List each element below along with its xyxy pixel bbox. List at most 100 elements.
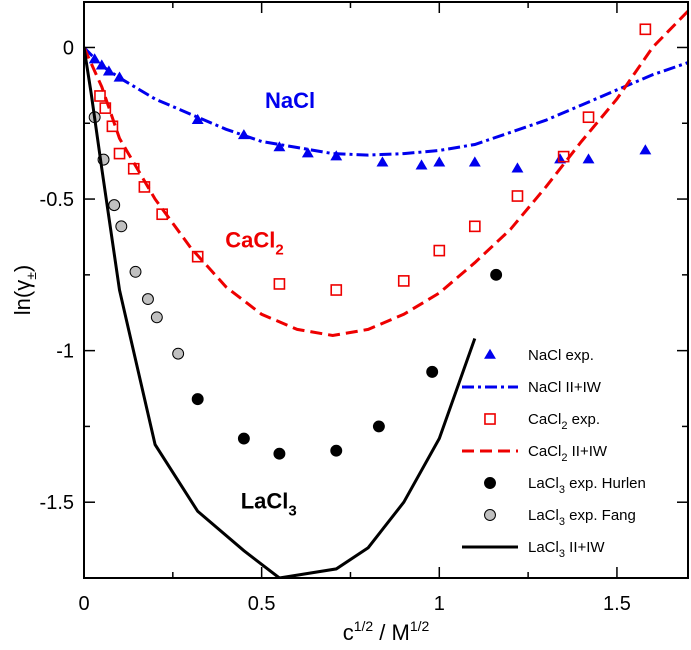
annotation-cacl2: CaCl2 xyxy=(225,228,283,259)
legend-label-base: CaCl xyxy=(528,411,561,428)
legend-swatch-4 xyxy=(484,477,496,489)
series-2-point-10 xyxy=(397,275,410,287)
series-4-point-4 xyxy=(372,420,385,433)
annotation-nacl: NaCl xyxy=(265,88,315,113)
annotation-lacl3: LaCl3 xyxy=(241,488,297,519)
series-1-line xyxy=(84,46,688,157)
series-2-point-8 xyxy=(273,278,286,290)
axis-layer: 0 0.5 1 1.5 0 -0.5 -1 -1.5 xyxy=(40,2,688,615)
series-0-point-8 xyxy=(330,150,343,161)
legend-label-base: LaCl xyxy=(528,539,559,556)
annotation-base: CaCl xyxy=(225,228,275,253)
series-0-point-12 xyxy=(468,156,481,167)
series-0-point-13 xyxy=(511,162,524,173)
legend-label-6: LaCl3 II+IW xyxy=(528,539,605,560)
y-tick-label-1: -0.5 xyxy=(40,189,74,211)
legend-label-1: NaCl II+IW xyxy=(528,379,602,396)
legend-swatch-5 xyxy=(484,509,496,521)
legend-label-base: LaCl xyxy=(528,507,559,524)
legend-label-base: NaCl II+IW xyxy=(528,379,602,396)
y-tick-label-0: 0 xyxy=(63,37,74,59)
legend-swatch-2 xyxy=(484,413,496,425)
legend-label-3: CaCl2 II+IW xyxy=(528,443,608,464)
series-0-point-6 xyxy=(273,141,286,152)
x-axis-title-sup1: 1/2 xyxy=(354,618,374,634)
legend-label-2: CaCl2 exp. xyxy=(528,411,600,432)
series-5-point-7 xyxy=(172,347,185,360)
series-0-point-11 xyxy=(433,156,446,167)
legend-label-subscript: 2 xyxy=(561,452,567,464)
series-2-point-12 xyxy=(468,220,481,233)
legend-label-end: exp. xyxy=(567,411,600,428)
annotation-subscript: 3 xyxy=(288,502,296,519)
y-tick-label-3: -1.5 xyxy=(40,492,74,514)
legend-label-end: exp. Hurlen xyxy=(565,475,646,492)
series-5-point-3 xyxy=(115,220,128,233)
series-2-point-16 xyxy=(639,23,652,36)
series-3-line xyxy=(84,10,688,338)
series-2-point-15 xyxy=(582,111,595,124)
y-tick-label-2: -1 xyxy=(56,341,74,363)
series-2-point-2 xyxy=(106,120,119,133)
series-2-point-7 xyxy=(191,250,204,263)
series-2-point-3 xyxy=(113,147,126,160)
annotation-subscript: 2 xyxy=(275,242,283,259)
annotation-base: LaCl xyxy=(241,488,289,513)
y-axis-title-end: ) xyxy=(10,265,35,272)
series-0-point-9 xyxy=(376,156,389,167)
series-0-point-16 xyxy=(639,144,652,155)
x-tick-label-2: 1 xyxy=(434,593,445,615)
x-axis-title: c1/2 / M1/2 xyxy=(343,618,430,645)
x-tick-label-0: 0 xyxy=(78,593,89,615)
series-2-point-1 xyxy=(99,102,112,114)
annotation-base: NaCl xyxy=(265,88,315,113)
legend-label-subscript: 3 xyxy=(559,484,565,496)
series-4-point-6 xyxy=(490,268,503,281)
series-4-point-3 xyxy=(330,444,343,457)
legend-label-end: exp. Fang xyxy=(565,507,636,524)
series-0-point-15 xyxy=(582,153,595,164)
series-5-point-5 xyxy=(141,293,154,306)
legend-label-base: CaCl xyxy=(528,443,561,460)
legend-label-4: LaCl3 exp. Hurlen xyxy=(528,475,646,496)
series-5-point-6 xyxy=(150,311,163,324)
legend-label-end: II+IW xyxy=(565,539,605,556)
x-tick-label-3: 1.5 xyxy=(603,593,631,615)
series-0-point-4 xyxy=(191,113,204,125)
series-4-point-2 xyxy=(273,447,286,460)
series-4-point-5 xyxy=(426,365,439,378)
series-0-point-10 xyxy=(415,159,428,170)
legend-label-subscript: 3 xyxy=(559,548,565,560)
y-axis-title: ln(γ±) xyxy=(10,265,39,315)
series-4-point-0 xyxy=(191,393,204,406)
series-0-point-0 xyxy=(88,53,101,64)
legend-label-base: LaCl xyxy=(528,475,559,492)
legend-label-base: NaCl exp. xyxy=(528,347,594,364)
legend-label-subscript: 3 xyxy=(559,516,565,528)
legend-label-0: NaCl exp. xyxy=(528,347,594,364)
x-axis-title-sup2: 1/2 xyxy=(410,618,430,634)
series-4-point-1 xyxy=(237,432,250,445)
series-5-point-4 xyxy=(129,265,142,278)
x-tick-label-1: 0.5 xyxy=(248,593,276,615)
series-0-point-7 xyxy=(301,147,314,158)
legend-label-end: II+IW xyxy=(567,443,607,460)
legend-label-subscript: 2 xyxy=(561,420,567,432)
x-axis-title-base: c xyxy=(343,620,354,645)
series-2-point-0 xyxy=(94,90,106,102)
x-axis-title-mid: / M xyxy=(373,620,410,645)
y-axis-title-base: ln(γ xyxy=(10,280,35,315)
legend-swatch-0 xyxy=(484,348,496,359)
y-axis-title-sub: ± xyxy=(23,272,39,280)
series-2-point-11 xyxy=(433,244,446,257)
plot-layer xyxy=(84,10,688,578)
series-6-line xyxy=(84,47,477,578)
plot-frame xyxy=(83,1,689,579)
series-2-point-9 xyxy=(330,284,343,296)
series-2-point-13 xyxy=(511,190,524,202)
annotation-layer: NaCl CaCl2 LaCl3 xyxy=(225,88,315,519)
series-5-point-2 xyxy=(108,199,121,212)
legend-label-5: LaCl3 exp. Fang xyxy=(528,507,636,528)
